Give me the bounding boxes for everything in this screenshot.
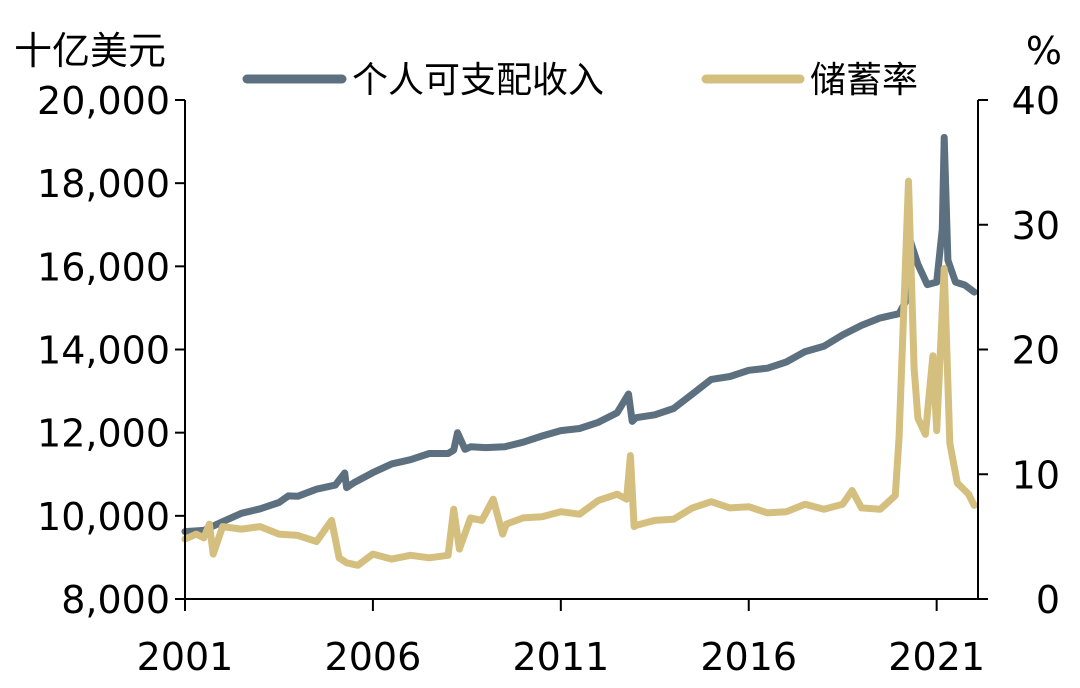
legend: 个人可支配收入 储蓄率 [242,60,918,101]
left-tick-label: 14,000 [37,329,170,373]
plot-area: 8,000 10,000 12,000 14,000 16,000 18,000 20,00… [37,79,1060,679]
x-tick-label: 2021 [888,635,985,679]
right-tick-label: 30 [1012,204,1060,248]
left-tick-label: 18,000 [37,162,170,206]
x-tick-label: 2016 [700,635,797,679]
legend-label-disposable-income: 个人可支配收入 [352,60,604,101]
x-tick-label: 2006 [325,635,422,679]
left-tick-label: 20,000 [37,79,170,123]
x-tick-label: 2001 [137,635,234,679]
right-tick-label: 40 [1012,79,1060,123]
x-tick-label: 2011 [512,635,609,679]
left-axis-title: 十亿美元 [14,29,166,73]
left-tick-label: 10,000 [37,495,170,539]
right-tick-label: 10 [1012,453,1060,497]
left-tick-label: 16,000 [37,245,170,289]
right-tick-label: 20 [1012,329,1060,373]
series-line-disposable-income [181,133,978,536]
right-axis-title: % [1026,29,1062,73]
left-tick-label: 8,000 [61,578,170,622]
series-line-savings-rate [181,177,978,569]
left-tick-label: 12,000 [37,412,170,456]
right-tick-label: 0 [1036,578,1060,622]
legend-label-savings-rate: 储蓄率 [810,60,918,101]
